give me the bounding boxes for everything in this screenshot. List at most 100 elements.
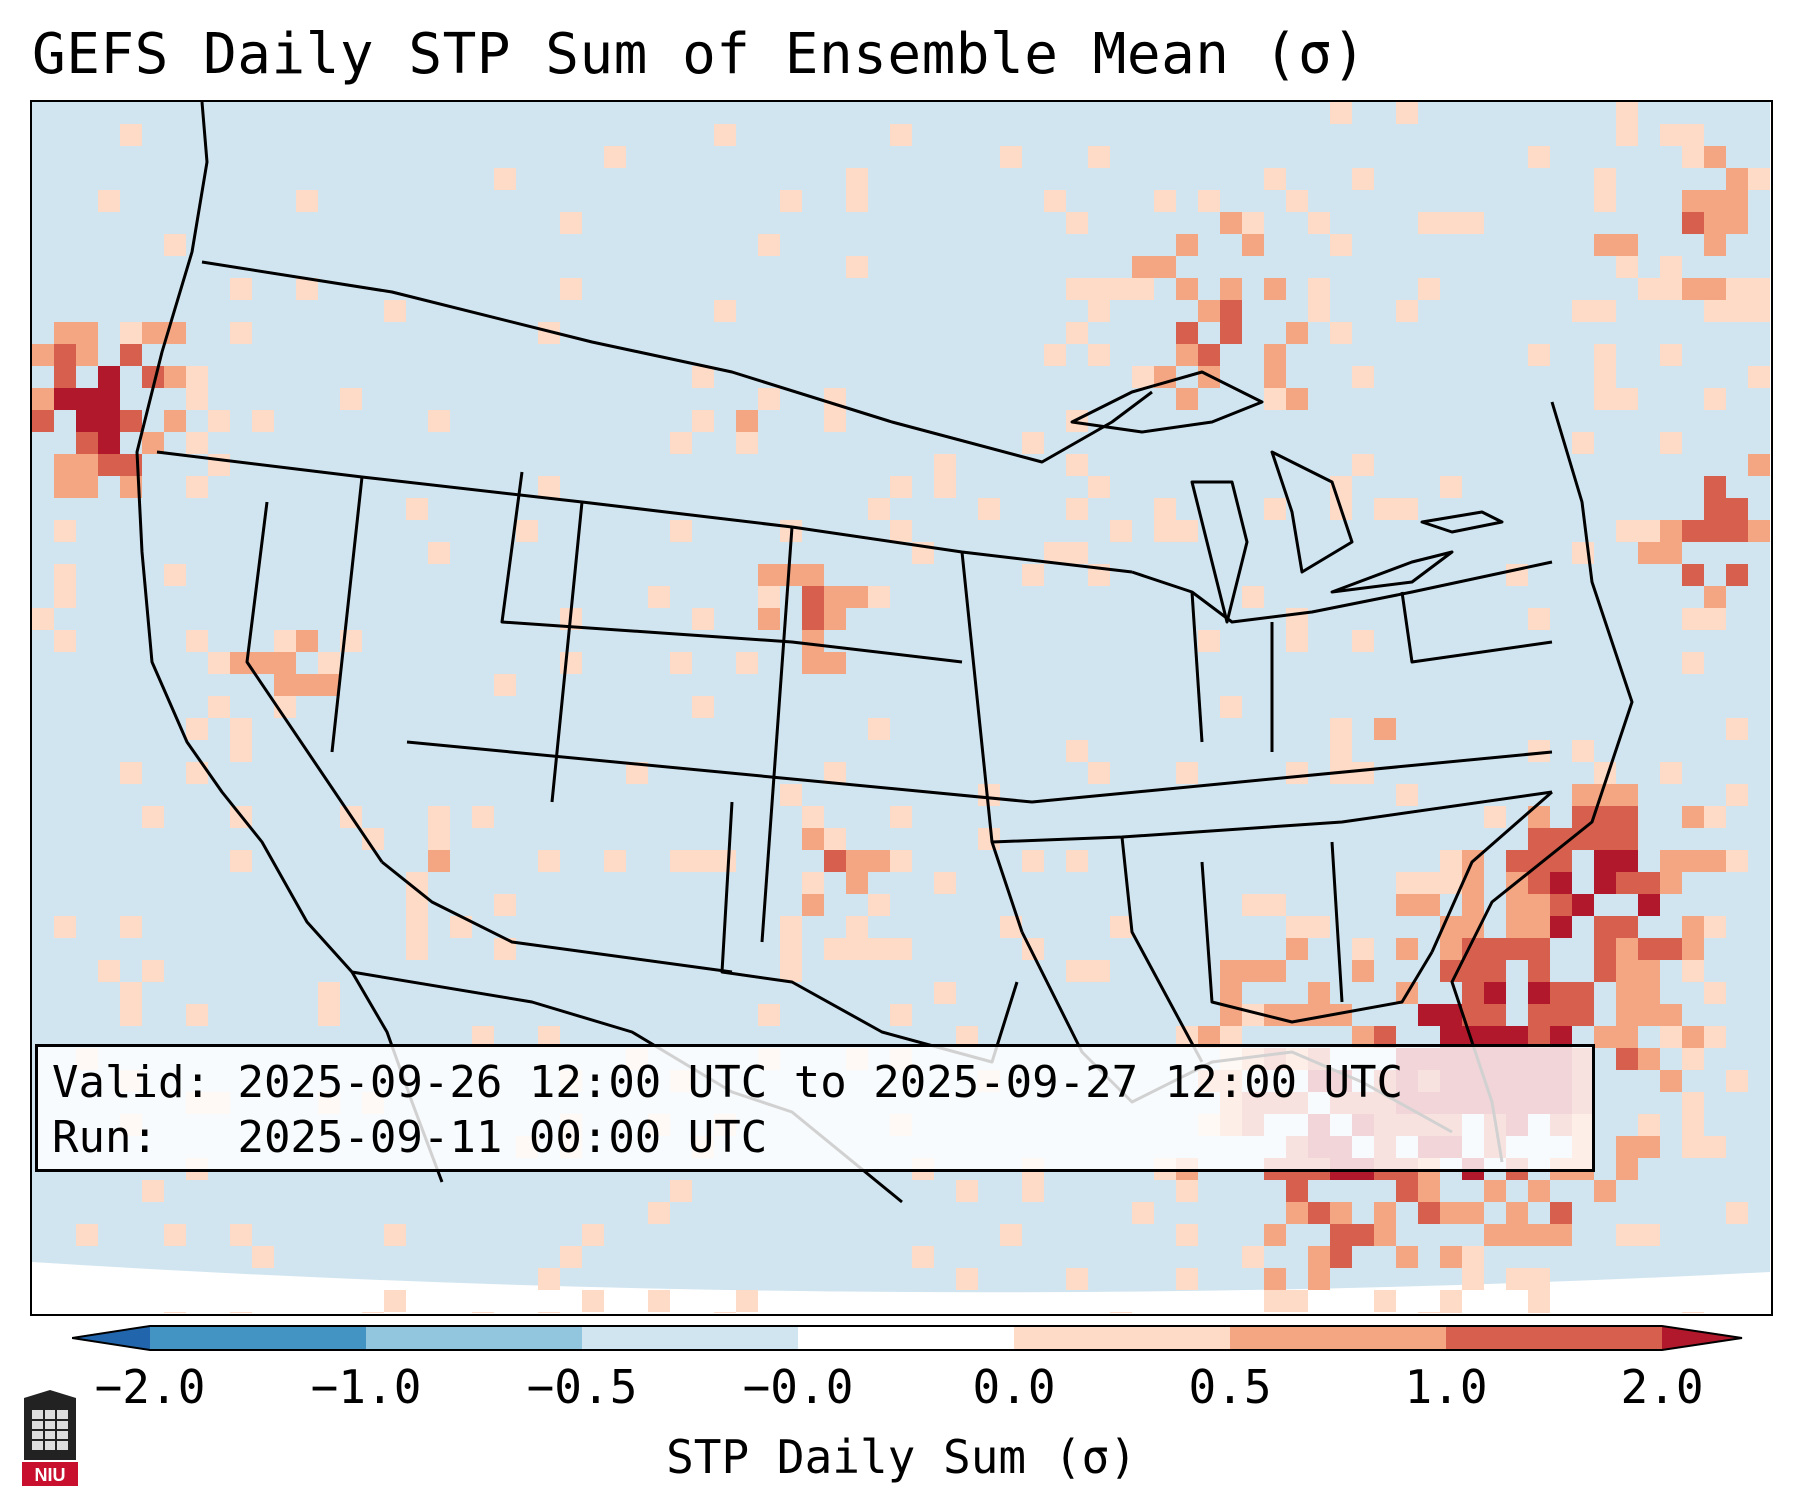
stp-cell: [98, 190, 120, 212]
stp-cell: [1616, 806, 1638, 828]
stp-cell: [274, 652, 296, 674]
stp-cell: [934, 982, 956, 1004]
stp-cell: [714, 124, 736, 146]
stp-cell: [1484, 982, 1506, 1004]
stp-cell: [120, 410, 142, 432]
stp-cell: [1220, 300, 1242, 322]
stp-cell: [208, 696, 230, 718]
stp-cell: [1660, 1004, 1682, 1026]
stp-cell: [1704, 146, 1726, 168]
stp-cell: [846, 850, 868, 872]
stp-cell: [1462, 916, 1484, 938]
stp-cell: [648, 1290, 670, 1312]
colorbar-segment-4: [798, 1326, 1014, 1350]
niu-logo: NIU: [22, 1390, 78, 1486]
stp-cell: [1220, 1026, 1242, 1048]
stp-cell: [1726, 190, 1748, 212]
stp-cell: [98, 960, 120, 982]
colorbar-tick-1: −2.0: [94, 1360, 206, 1414]
stp-cell: [1352, 1026, 1374, 1048]
lake-ontario: [1420, 510, 1504, 534]
stp-cell: [384, 1224, 406, 1246]
stp-cell: [1330, 740, 1352, 762]
stp-cell: [802, 828, 824, 850]
colorbar-outline: [72, 1325, 1743, 1351]
stp-cell: [670, 520, 692, 542]
stp-cell: [1638, 1048, 1660, 1070]
stp-cell: [1594, 850, 1616, 872]
stp-cell: [142, 960, 164, 982]
stp-cell: [1110, 520, 1132, 542]
stp-cell: [1286, 1180, 1308, 1202]
stp-cell: [1528, 960, 1550, 982]
stp-cell: [1682, 564, 1704, 586]
stp-cell: [1286, 916, 1308, 938]
stp-cell: [1022, 564, 1044, 586]
stp-cell: [296, 278, 318, 300]
stp-cell: [868, 938, 890, 960]
stp-cell: [1616, 784, 1638, 806]
stp-cell: [846, 872, 868, 894]
stp-cell: [1528, 806, 1550, 828]
colorbar-tick-3: −0.5: [526, 1360, 638, 1414]
stp-cell: [1198, 190, 1220, 212]
stp-cell: [1528, 1224, 1550, 1246]
stp-cell: [1550, 1004, 1572, 1026]
stp-cell: [802, 894, 824, 916]
stp-cell: [1616, 102, 1638, 124]
stp-cell: [1308, 212, 1330, 234]
stp-cell: [1506, 1268, 1528, 1290]
stp-cell: [1572, 828, 1594, 850]
lake-erie: [1330, 550, 1454, 594]
stp-cell: [890, 806, 912, 828]
stp-cell: [802, 564, 824, 586]
stp-cell: [1132, 366, 1154, 388]
stp-cell: [1066, 278, 1088, 300]
stp-cell: [318, 652, 340, 674]
map-domain: [32, 102, 1770, 1293]
stp-cell: [1660, 124, 1682, 146]
stp-cell: [846, 938, 868, 960]
stp-cell: [1594, 806, 1616, 828]
stp-cell: [1682, 1026, 1704, 1048]
stp-cell: [1220, 696, 1242, 718]
stp-cell: [1352, 630, 1374, 652]
stp-cell: [824, 652, 846, 674]
stp-cell: [1044, 190, 1066, 212]
stp-cell: [120, 762, 142, 784]
stp-cell: [1154, 256, 1176, 278]
stp-cell: [1660, 256, 1682, 278]
stp-cell: [626, 762, 648, 784]
stp-cell: [1440, 212, 1462, 234]
stp-cell: [648, 1202, 670, 1224]
stp-cell: [1682, 850, 1704, 872]
stp-cell: [1638, 278, 1660, 300]
stp-cell: [142, 1180, 164, 1202]
stp-cell: [1220, 322, 1242, 344]
stp-cell: [1264, 366, 1286, 388]
stp-cell: [1550, 982, 1572, 1004]
stp-cell: [1748, 300, 1770, 322]
stp-grid-cells: [32, 102, 1770, 1313]
stp-cell: [1132, 256, 1154, 278]
stp-cell: [1638, 1224, 1660, 1246]
stp-cell: [890, 1004, 912, 1026]
stp-cell: [1396, 498, 1418, 520]
stp-cell: [230, 322, 252, 344]
stp-cell: [406, 938, 428, 960]
stp-cell: [1264, 894, 1286, 916]
stp-cell: [1572, 784, 1594, 806]
stp-cell: [1286, 190, 1308, 212]
stp-cell: [868, 498, 890, 520]
stp-cell: [1066, 960, 1088, 982]
stp-cell: [1220, 960, 1242, 982]
stp-cell: [1616, 1004, 1638, 1026]
stp-cell: [1176, 1180, 1198, 1202]
stp-cell: [1726, 1070, 1748, 1092]
stp-cell: [1066, 740, 1088, 762]
stp-cell: [1374, 1224, 1396, 1246]
stp-cell: [670, 1180, 692, 1202]
stp-cell: [1528, 982, 1550, 1004]
stp-cell: [186, 388, 208, 410]
stp-cell: [1528, 916, 1550, 938]
